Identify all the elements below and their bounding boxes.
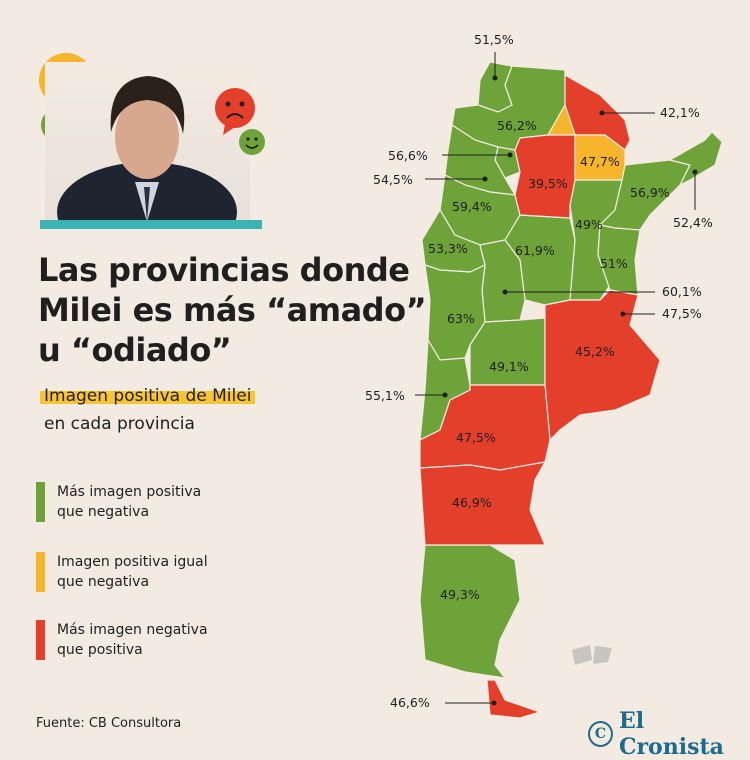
label-chaco: 47,7%	[580, 154, 620, 169]
legend-positive: Más imagen positiva que negativa	[36, 482, 201, 522]
label-jujuy: 51,5%	[474, 32, 514, 47]
label-la-pampa: 49,1%	[489, 359, 529, 374]
logo-text: El Cronista	[618, 708, 724, 760]
label-salta: 56,2%	[497, 118, 537, 133]
legend-label: que positiva	[57, 642, 143, 658]
legend-label: Más imagen negativa	[57, 622, 208, 638]
province-santiago-del-estero[interactable]	[514, 134, 576, 219]
label-tierra-del-fuego: 46,6%	[390, 695, 430, 710]
leader-lines	[415, 52, 698, 706]
province-lapampa[interactable]	[469, 317, 546, 386]
legend-label: que negativa	[57, 574, 150, 590]
label-san-juan: 53,3%	[428, 241, 468, 256]
label-formosa: 42,1%	[660, 105, 700, 120]
source-note: Fuente: CB Consultora	[36, 716, 182, 731]
subtitle: en cada provincia	[44, 414, 195, 434]
label-misiones: 52,4%	[673, 215, 713, 230]
title-line: Las provincias donde	[38, 251, 410, 289]
legend-swatch	[36, 620, 45, 660]
province-tierra-del-fuego[interactable]	[486, 679, 542, 719]
province-buenos-aires[interactable]	[544, 289, 661, 442]
sad-face-icon	[215, 88, 255, 135]
label-santa-cruz: 49,3%	[440, 587, 480, 602]
accent-bar	[40, 220, 262, 229]
legend-equal: Imagen positiva igual que negativa	[36, 552, 208, 592]
happy-face-icon	[239, 129, 265, 155]
province-misiones[interactable]	[668, 131, 723, 187]
map-labels: 51,5% 56,2% 42,1% 47,7% 39,5% 56,6% 54,5…	[365, 32, 713, 710]
label-san-luis: 60,1%	[662, 284, 702, 299]
label-chubut: 46,9%	[452, 495, 492, 510]
el-cronista-logo: C El Cronista	[588, 708, 750, 760]
label-santiago-del-estero: 39,5%	[528, 176, 568, 191]
label-mendoza: 63%	[447, 311, 475, 326]
logo-mark-icon: C	[588, 721, 613, 747]
title-line: u “odiado”	[38, 331, 232, 369]
label-catamarca: 54,5%	[373, 172, 413, 187]
legend-swatch	[36, 552, 45, 592]
emoji-bubbles-right	[215, 88, 265, 155]
label-neuquen: 55,1%	[365, 388, 405, 403]
label-santa-fe: 49%	[575, 217, 603, 232]
label-rio-negro: 47,5%	[456, 430, 496, 445]
legend-label: que negativa	[57, 504, 150, 520]
label-caba: 47,5%	[662, 306, 702, 321]
label-la-rioja: 59,4%	[452, 199, 492, 214]
label-corrientes: 56,9%	[630, 185, 670, 200]
province-santacruz[interactable]	[419, 544, 521, 679]
label-tucuman: 56,6%	[388, 148, 428, 163]
milei-photo	[45, 62, 250, 222]
title-line: Milei es más “amado”	[38, 291, 427, 329]
malvinas-islands	[572, 645, 612, 665]
label-cordoba: 61,9%	[515, 243, 555, 258]
page-title: Las provincias donde Milei es más “amado…	[38, 250, 427, 370]
label-buenos-aires: 45,2%	[575, 344, 615, 359]
legend-swatch	[36, 482, 45, 522]
legend-negative: Más imagen negativa que positiva	[36, 620, 208, 660]
province-chubut[interactable]	[419, 461, 547, 546]
legend-label: Más imagen positiva	[57, 484, 202, 500]
label-entre-rios: 51%	[600, 256, 628, 271]
subtitle-highlight: Imagen positiva de Milei	[40, 386, 256, 406]
legend-label: Imagen positiva igual	[57, 554, 208, 570]
